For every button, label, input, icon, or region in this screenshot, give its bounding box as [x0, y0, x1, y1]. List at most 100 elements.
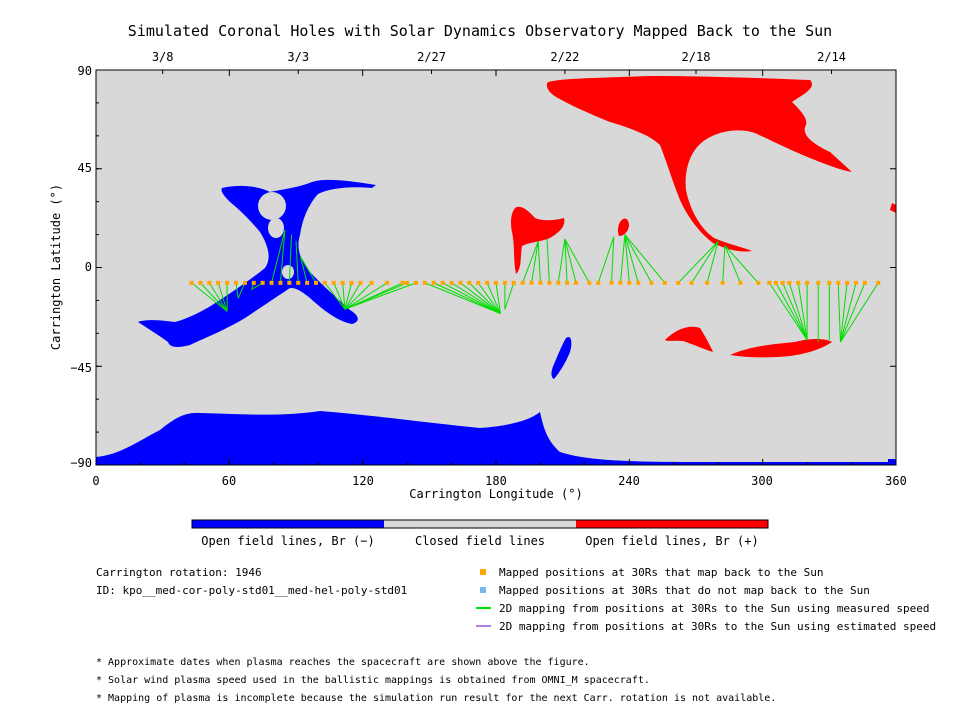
mapped-point	[609, 280, 614, 285]
mapping-line	[839, 282, 848, 343]
mapping-line	[342, 282, 346, 310]
date-label: 2/22	[550, 50, 580, 64]
mapping-line	[564, 238, 577, 283]
mapping-line	[299, 256, 308, 283]
mapped-point	[440, 280, 445, 285]
mapped-point	[538, 280, 543, 285]
mapping-line	[288, 234, 293, 283]
mapping-line	[442, 282, 501, 315]
mapped-point	[827, 280, 832, 285]
mapped-point	[520, 280, 525, 285]
colorbar-label-closed: Closed field lines	[414, 534, 546, 548]
mapping-line	[537, 241, 541, 283]
mapped-point	[225, 280, 230, 285]
closed-field-islands	[258, 192, 294, 279]
negative-coronal-holes	[96, 179, 896, 465]
mapping-line	[546, 238, 550, 283]
mapping-line	[344, 282, 353, 310]
date-label: 3/8	[151, 50, 174, 64]
mapping-line	[235, 282, 239, 299]
mapped-point	[287, 280, 292, 285]
note-incomplete: * Mapping of plasma is incomplete becaus…	[96, 693, 777, 704]
mapped-point	[422, 280, 427, 285]
mapped-point	[502, 280, 507, 285]
mapping-line	[611, 236, 615, 283]
mapping-line	[333, 282, 346, 310]
mapping-line	[295, 241, 299, 283]
mapping-line	[624, 234, 652, 284]
note-dates: * Approximate dates when plasma reaches …	[96, 657, 590, 668]
mapped-point	[574, 280, 578, 285]
mapping-line	[324, 282, 346, 310]
mapping-line	[722, 245, 726, 283]
mapped-point	[485, 280, 490, 285]
mapped-point	[649, 280, 654, 285]
mapping-line	[468, 282, 501, 314]
mapping-line	[504, 282, 515, 310]
mapped-point	[845, 280, 850, 285]
mapping-line	[344, 282, 372, 310]
positive-coronal-holes	[511, 76, 896, 358]
x-tick-label: 120	[352, 474, 374, 488]
mapping-lines	[191, 230, 879, 343]
colorbar-label-positive: Open field lines, Br (+)	[585, 534, 759, 548]
mapping-line	[839, 282, 866, 343]
mapping-line	[624, 234, 666, 284]
x-tick-label: 180	[485, 474, 507, 488]
mapping-line	[797, 282, 808, 340]
x-tick-label: 360	[885, 474, 907, 488]
red-hole-mid	[511, 206, 565, 274]
colorbar-positive	[576, 520, 768, 528]
mapping-line	[564, 238, 568, 283]
red-hole-south-band	[730, 339, 832, 358]
mapping-line	[691, 240, 719, 284]
mapped-point	[596, 280, 601, 285]
mapping-line	[208, 282, 228, 312]
mapping-line	[460, 282, 501, 314]
mapped-point	[251, 280, 256, 285]
colorbar-closed	[384, 520, 576, 528]
mapped-point	[511, 280, 516, 285]
mapped-point	[189, 280, 194, 285]
mapping-line	[344, 282, 417, 310]
mapped-point	[689, 280, 694, 285]
mapped-point	[331, 280, 336, 285]
y-tick-label: 45	[77, 161, 92, 175]
mapped-point	[816, 280, 821, 285]
colorbar-frame	[191, 519, 769, 529]
north-polar-red-hole	[546, 76, 852, 252]
date-label: 2/14	[817, 50, 846, 64]
south-polar-hole-edge	[888, 459, 896, 465]
legend-item-estimated: 2D mapping from positions at 30Rs to the…	[499, 620, 937, 633]
x-tick-label: 300	[751, 474, 773, 488]
y-tick-label: 90	[77, 64, 92, 78]
mapped-point	[260, 280, 265, 285]
mapped-point	[854, 280, 858, 285]
mapping-line	[300, 256, 317, 284]
mapping-line	[237, 282, 246, 299]
mapped-point	[787, 280, 792, 285]
mapping-line	[597, 236, 615, 284]
mapped-point	[369, 280, 374, 285]
mapped-point	[876, 280, 881, 285]
mapped-point	[400, 280, 405, 285]
mapping-line	[724, 245, 759, 284]
mapped-point	[756, 280, 761, 285]
mapping-line	[200, 282, 228, 312]
date-label: 2/18	[681, 50, 711, 64]
red-hole-small	[617, 218, 629, 236]
blue-arm-hole	[138, 179, 376, 347]
mapped-point	[780, 280, 785, 285]
legend-symbol-unmapped	[480, 587, 486, 593]
mapped-point	[216, 280, 221, 285]
mapping-line	[557, 238, 566, 283]
colorbar-negative	[192, 520, 384, 528]
x-tick-label: 240	[618, 474, 640, 488]
mapping-line	[564, 238, 590, 284]
mapping-line	[839, 282, 857, 343]
mapped-point	[705, 280, 710, 285]
mapping-line	[451, 282, 501, 315]
x-tick-label: 0	[92, 474, 100, 488]
mapped-point	[349, 280, 354, 285]
